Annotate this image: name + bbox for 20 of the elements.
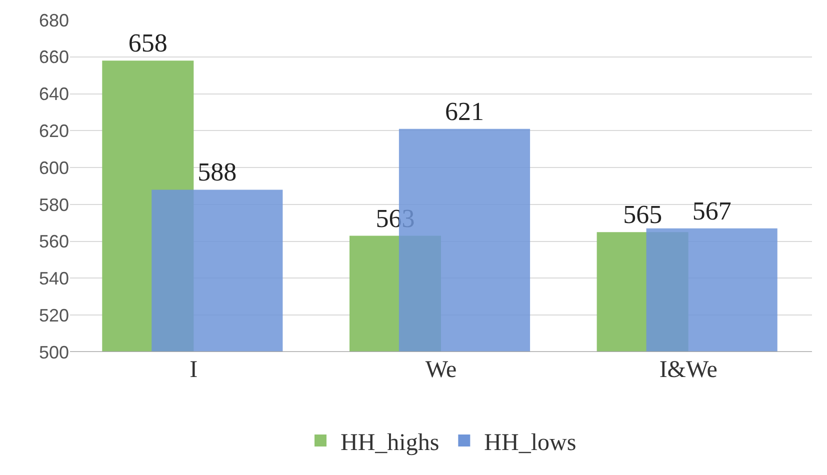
x-tick-label: I&We bbox=[659, 357, 718, 383]
data-label: 621 bbox=[444, 96, 484, 126]
y-tick-label: 560 bbox=[38, 232, 69, 252]
y-tick-label: 580 bbox=[38, 194, 69, 215]
y-tick-label: 620 bbox=[38, 120, 69, 141]
y-tick-label: 540 bbox=[38, 268, 69, 289]
data-label: 588 bbox=[198, 158, 237, 187]
data-label: 565 bbox=[623, 200, 662, 230]
data-label: 658 bbox=[128, 28, 168, 58]
legend-label: HH_lows bbox=[484, 430, 576, 456]
legend-label: HH_highs bbox=[340, 430, 440, 456]
y-tick-label: 500 bbox=[38, 342, 69, 362]
data-label: 567 bbox=[692, 196, 732, 226]
y-tick-label: 520 bbox=[38, 305, 69, 326]
y-tick-label: 660 bbox=[38, 47, 69, 68]
x-tick-label: I bbox=[190, 357, 198, 383]
y-tick-label: 640 bbox=[38, 84, 69, 104]
y-tick-label: 680 bbox=[38, 10, 69, 30]
y-tick-label: 600 bbox=[38, 158, 69, 178]
x-tick-label: We bbox=[425, 357, 457, 383]
